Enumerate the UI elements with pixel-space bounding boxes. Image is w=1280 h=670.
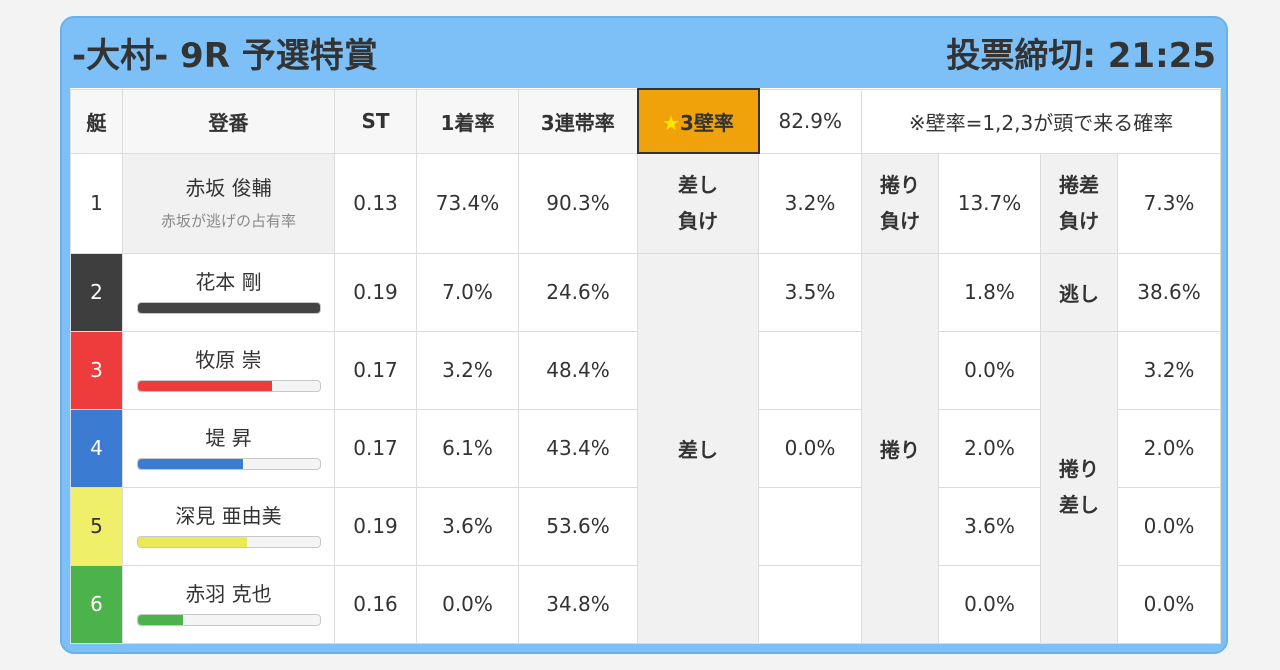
st-value: 0.19 (334, 252, 417, 332)
rate-bar (136, 614, 321, 627)
boat-number: 1 (70, 152, 123, 254)
first-rate-value: 0.0% (416, 564, 519, 645)
boat-number: 3 (70, 330, 123, 410)
makuri-label: 捲り (861, 252, 939, 645)
star-icon: ★ (662, 110, 680, 135)
top3-rate-value: 53.6% (518, 486, 638, 566)
makuri-value: 1.8% (938, 252, 1041, 332)
makurizashi-value: 0.0% (1116, 486, 1222, 566)
top3-rate-value: 48.4% (518, 330, 638, 410)
vote-deadline: 投票締切: 21:25 (946, 36, 1216, 76)
makuri-make-label: 捲り 負け (861, 152, 939, 254)
racer-cell: 赤坂 俊輔 赤坂が逃げの占有率 (122, 152, 335, 254)
racer-cell: 深見 亜由美 (122, 486, 335, 566)
table-row: 1 赤坂 俊輔 赤坂が逃げの占有率 0.13 73.4% 90.3% 差し 負け … (70, 152, 1222, 254)
makuri-value: 3.6% (938, 486, 1041, 566)
first-rate-value: 73.4% (416, 152, 519, 254)
col-top3-rate: 3連帯率 (518, 88, 638, 154)
header-row: 艇 登番 ST 1着率 3連帯率 ★3壁率 82.9% ※壁率=1,2,3が頭で… (70, 87, 1222, 155)
top3-rate-value: 34.8% (518, 564, 638, 645)
rate-bar-fill (137, 459, 244, 470)
table-row: 2 花本 剛 0.19 7.0% 24.6% 差し 3.5% 捲り 1.8% 逃… (70, 252, 1222, 645)
makurizashi-value: 0.0% (1116, 564, 1222, 645)
sashi-make-value: 3.2% (758, 152, 862, 254)
makuri-value: 2.0% (938, 408, 1041, 488)
makuri-value: 0.0% (938, 330, 1041, 410)
racer-name: 赤坂 俊輔 (185, 175, 272, 200)
col-boat: 艇 (70, 88, 123, 154)
first-rate-value: 6.1% (416, 408, 519, 488)
racer-name: 深見 亜由美 (175, 504, 282, 529)
col-st: ST (334, 88, 417, 154)
col-first-rate: 1着率 (416, 88, 519, 154)
nige-value: 38.6% (1116, 252, 1222, 332)
boat-number: 4 (70, 408, 123, 488)
kabe-rate-value: 82.9% (758, 88, 862, 154)
makuri-value: 0.0% (938, 564, 1041, 645)
sashi-label: 差し (637, 252, 759, 645)
first-rate-value: 3.2% (416, 330, 519, 410)
table-row: 5 深見 亜由美 0.19 3.6% 53.6% 3.6% 0.0% (70, 486, 1222, 566)
rate-bar (136, 458, 321, 471)
top3-rate-value: 24.6% (518, 252, 638, 332)
rate-bar-fill (137, 381, 273, 392)
boat-number: 2 (70, 252, 123, 332)
makurizashi-make-value: 7.3% (1116, 152, 1222, 254)
rate-bar-fill (137, 303, 320, 314)
sashi-value: 0.0% (758, 408, 862, 488)
makurizashi-value: 3.2% (1116, 330, 1222, 410)
race-card: -大村- 9R 予選特賞 投票締切: 21:25 艇 登番 ST 1着率 3連帯… (60, 16, 1228, 654)
boat-number: 5 (70, 486, 123, 566)
table-row: 6 赤羽 克也 0.16 0.0% 34.8% 0.0% 0.0% (70, 564, 1222, 645)
st-value: 0.17 (334, 330, 417, 410)
st-value: 0.17 (334, 408, 417, 488)
racer-cell: 堤 昇 (122, 408, 335, 488)
table-row: 4 堤 昇 0.17 6.1% 43.4% 0.0% 2.0% 2.0% (70, 408, 1222, 488)
race-table: 艇 登番 ST 1着率 3連帯率 ★3壁率 82.9% ※壁率=1,2,3が頭で… (70, 87, 1222, 645)
first-rate-value: 3.6% (416, 486, 519, 566)
rate-bar (136, 536, 321, 549)
sashi-value (758, 486, 862, 566)
sashi-value (758, 330, 862, 410)
makurizashi-label: 捲り 差し (1040, 330, 1118, 645)
rate-bar (136, 380, 321, 393)
sashi-value: 3.5% (758, 252, 862, 332)
boat-number: 6 (70, 564, 123, 645)
st-value: 0.13 (334, 152, 417, 254)
st-value: 0.19 (334, 486, 417, 566)
kabe-rate-label: ★3壁率 (636, 87, 760, 155)
top3-rate-value: 43.4% (518, 408, 638, 488)
kabe-note: ※壁率=1,2,3が頭で来る確率 (860, 88, 1222, 154)
rate-bar (136, 302, 321, 315)
racer-name: 花本 剛 (195, 270, 262, 295)
racer-name: 赤羽 克也 (185, 582, 272, 607)
makurizashi-make-label: 捲差 負け (1040, 152, 1118, 254)
makurizashi-value: 2.0% (1116, 408, 1222, 488)
nige-label: 逃し (1040, 252, 1118, 332)
rate-bar-fill (137, 537, 247, 548)
racer-cell: 赤羽 克也 (122, 564, 335, 645)
table-row: 3 牧原 崇 0.17 3.2% 48.4% 0.0% 捲り 差し 3.2% (70, 330, 1222, 645)
racer-note: 赤坂が逃げの占有率 (160, 211, 296, 230)
racer-name: 堤 昇 (205, 426, 252, 451)
sashi-value (758, 564, 862, 645)
top3-rate-value: 90.3% (518, 152, 638, 254)
race-title: -大村- 9R 予選特賞 (72, 36, 378, 76)
rate-bar-fill (137, 615, 183, 626)
racer-cell: 花本 剛 (122, 252, 335, 332)
makuri-make-value: 13.7% (938, 152, 1041, 254)
racer-cell: 牧原 崇 (122, 330, 335, 410)
racer-name: 牧原 崇 (195, 348, 262, 373)
sashi-make-label: 差し 負け (637, 152, 759, 254)
first-rate-value: 7.0% (416, 252, 519, 332)
st-value: 0.16 (334, 564, 417, 645)
col-name: 登番 (122, 88, 335, 154)
